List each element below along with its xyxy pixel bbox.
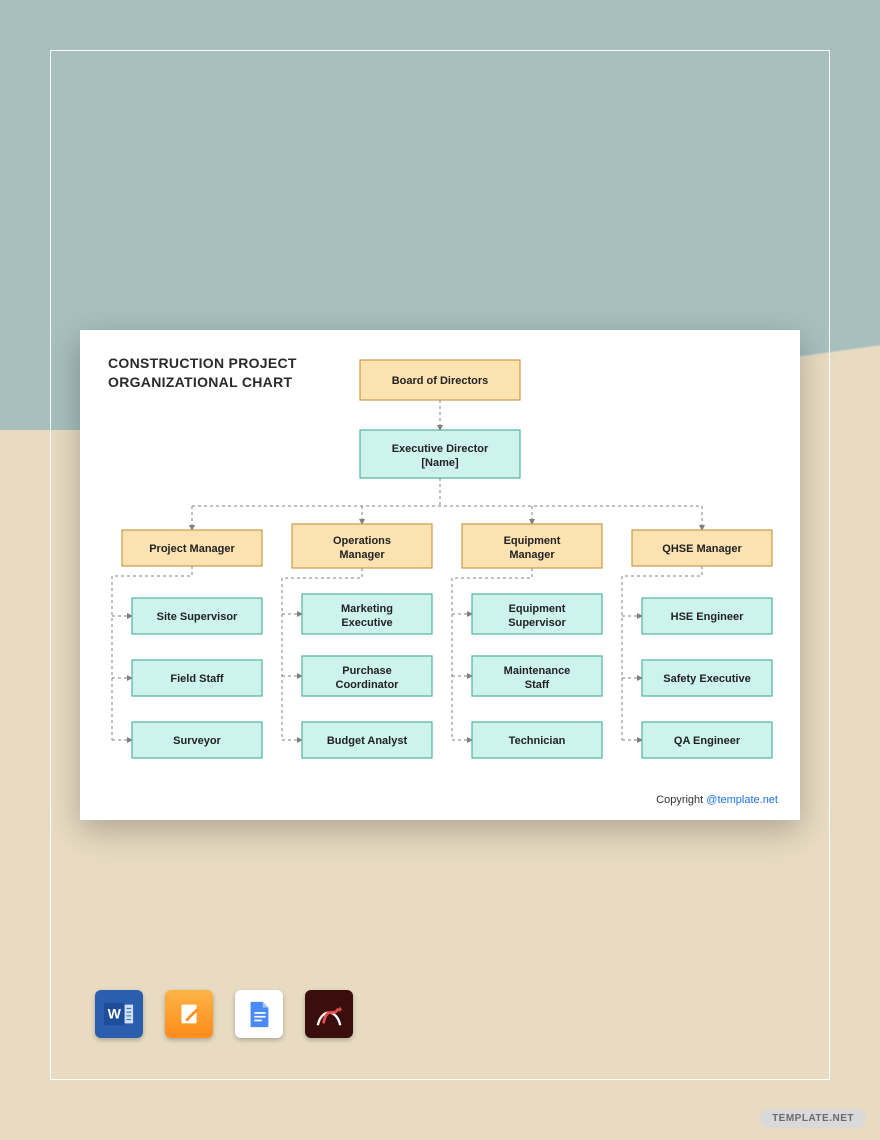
copyright: Copyright @template.net [656, 794, 778, 806]
org-chart-svg: Board of Directors Executive Director[Nam… [80, 330, 800, 820]
node-pm1: Site Supervisor [132, 598, 262, 634]
node-om: OperationsManager [292, 524, 432, 568]
node-pm2: Field Staff [132, 660, 262, 696]
node-om1: MarketingExecutive [302, 594, 432, 634]
node-board: Board of Directors [360, 360, 520, 400]
svg-text:W: W [108, 1006, 122, 1022]
app-icon-row: W [95, 990, 353, 1038]
gdocs-icon [235, 990, 283, 1038]
word-icon: W [95, 990, 143, 1038]
node-qm2: Safety Executive [642, 660, 772, 696]
node-pm: Project Manager [122, 530, 262, 566]
node-qm3: QA Engineer [642, 722, 772, 758]
node-qm1: HSE Engineer [642, 598, 772, 634]
pages-icon [165, 990, 213, 1038]
node-em: EquipmentManager [462, 524, 602, 568]
node-pm3: Surveyor [132, 722, 262, 758]
node-em3: Technician [472, 722, 602, 758]
chart-card: CONSTRUCTION PROJECT ORGANIZATIONAL CHAR… [80, 330, 800, 820]
copyright-link[interactable]: @template.net [706, 794, 778, 806]
node-em2: MaintenanceStaff [472, 656, 602, 696]
pdf-icon [305, 990, 353, 1038]
node-qm: QHSE Manager [632, 530, 772, 566]
watermark-badge: TEMPLATE.NET [760, 1109, 866, 1128]
node-om2: PurchaseCoordinator [302, 656, 432, 696]
node-om3: Budget Analyst [302, 722, 432, 758]
node-em1: EquipmentSupervisor [472, 594, 602, 634]
node-exec: Executive Director[Name] [360, 430, 520, 478]
copyright-prefix: Copyright [656, 794, 706, 806]
